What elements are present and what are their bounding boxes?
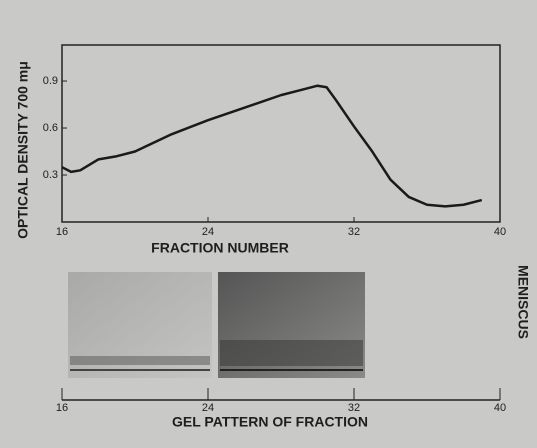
figure: FRACTION NUMBER OPTICAL DENSITY 700 mμ G… (0, 0, 537, 448)
gel-tick-label: 40 (494, 402, 506, 414)
gel-tick-label: 16 (56, 402, 68, 414)
x-tick-label: 24 (202, 226, 214, 238)
x-axis-label: FRACTION NUMBER (151, 240, 289, 256)
y-axis-label: OPTICAL DENSITY 700 mμ (15, 61, 31, 239)
y-tick-label: 0.9 (43, 75, 58, 87)
y-tick-label: 0.6 (43, 122, 58, 134)
x-tick-label: 40 (494, 226, 506, 238)
meniscus-label: MENISCUS (515, 265, 531, 339)
gel-tick-label: 32 (348, 402, 360, 414)
gel-axis-label: GEL PATTERN OF FRACTION (172, 414, 368, 430)
background (0, 0, 537, 448)
y-tick-label: 0.3 (43, 169, 58, 181)
x-tick-label: 32 (348, 226, 360, 238)
gel-tick-label: 24 (202, 402, 214, 414)
x-tick-label: 16 (56, 226, 68, 238)
